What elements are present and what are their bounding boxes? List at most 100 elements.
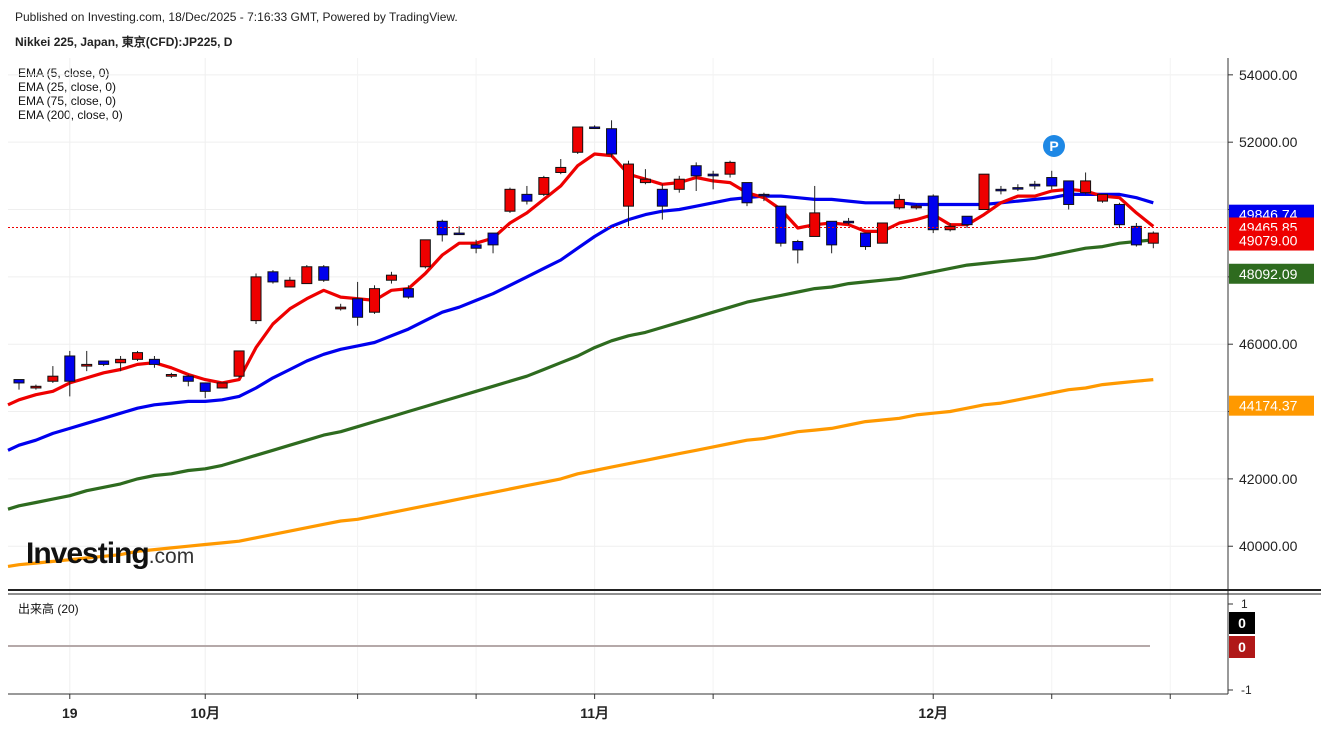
candle [589,125,601,130]
candle [165,372,177,378]
candle [13,379,25,390]
candle-body [639,178,651,184]
candle [826,220,838,254]
candle [301,265,313,285]
price-axis[interactable]: 40000.00 42000.00 46000.00 52000.00 54000.00… [1227,58,1314,694]
volume-last-badge [1229,636,1255,658]
candle [453,226,465,236]
candle-body [961,215,973,226]
candle-body [419,239,431,268]
legend-ema75[interactable]: EMA (75, close, 0) [18,94,117,108]
ema25-series [7,192,1154,452]
p-marker[interactable]: P [1043,135,1065,157]
axis-tick-label: 40000.00 [1239,538,1298,554]
candle [385,271,397,284]
candle-body [860,232,871,248]
candle-body [792,241,804,251]
candle-body [893,198,905,209]
volume-last-label: 0 [1238,639,1246,655]
legend-ema5[interactable]: EMA (5, close, 0) [18,66,110,80]
candle [690,162,702,191]
last-value-badge [1229,263,1314,284]
candle [64,350,76,397]
candle-body [910,205,922,209]
candle-body [487,232,499,246]
candle-body [1012,187,1024,190]
last-value-label: 44174.37 [1239,398,1298,414]
candle-body [385,274,397,281]
candle-body [216,382,228,389]
candle [318,265,330,282]
candle-body [995,188,1007,192]
candle [724,160,736,178]
candle-body [98,360,110,365]
legend-ema25[interactable]: EMA (25, close, 0) [18,80,117,94]
candle-body [504,188,516,212]
candle [419,239,431,269]
candle-body [352,298,364,318]
last-value-label: 48092.09 [1239,266,1298,282]
candle-body [521,193,533,202]
candle-body [1029,183,1041,187]
volume-axis-label: 1 [1241,597,1248,611]
candle [132,350,144,362]
candle [250,273,262,324]
candle [944,222,956,232]
candle-body [284,279,296,288]
candle-body [690,165,702,177]
axis-tick-label: 42000.00 [1239,471,1298,487]
candle-body [335,306,347,310]
candle [487,232,499,254]
p-marker-label: P [1049,138,1058,154]
ema25-line [7,192,1154,452]
candle-body [589,126,601,130]
time-axis-label: 19 [62,705,78,721]
candle [843,217,855,225]
candle-body [1147,232,1159,244]
candle-body [656,188,668,207]
candle [876,222,888,244]
candle [1012,184,1024,191]
candle-body [758,193,770,197]
candle [707,170,719,190]
candle [148,355,160,368]
candle [809,185,821,237]
candle-body [876,222,888,244]
volume-last-badge [1229,612,1255,634]
candle-body [267,271,279,283]
candle-body [165,374,177,377]
legend-ema200[interactable]: EMA (200, close, 0) [18,108,123,122]
candle-body [572,126,584,153]
candle-body [555,166,567,173]
time-axis[interactable]: 19 10月 11月 12月 [8,693,1228,721]
candle [352,281,364,326]
published-note: Published on Investing.com, 18/Dec/2025 … [15,10,458,24]
time-axis-label: 10月 [190,705,220,721]
candle [1080,172,1092,195]
candle [555,159,567,175]
candle-body [233,350,245,377]
candle-body [809,212,821,237]
candle [910,204,922,210]
candle-body [250,276,262,322]
candle-body [724,161,736,175]
candle [199,382,211,399]
candle [402,285,414,299]
candle-body [1046,177,1058,187]
candle-body [453,232,465,236]
candle-body [64,355,76,382]
candle [606,120,618,158]
candle-body [402,288,414,298]
last-value-label: 49079.00 [1239,233,1298,249]
candle [673,175,685,193]
candle [656,184,668,220]
candle-body [707,173,719,177]
ema200-series [7,378,1154,568]
volume-pane: 1 -1 0 0 [8,589,1321,697]
candle [622,160,634,227]
volume-axis-label: -1 [1241,683,1252,697]
candle [98,360,110,367]
candle [860,232,871,250]
candle [758,192,770,202]
